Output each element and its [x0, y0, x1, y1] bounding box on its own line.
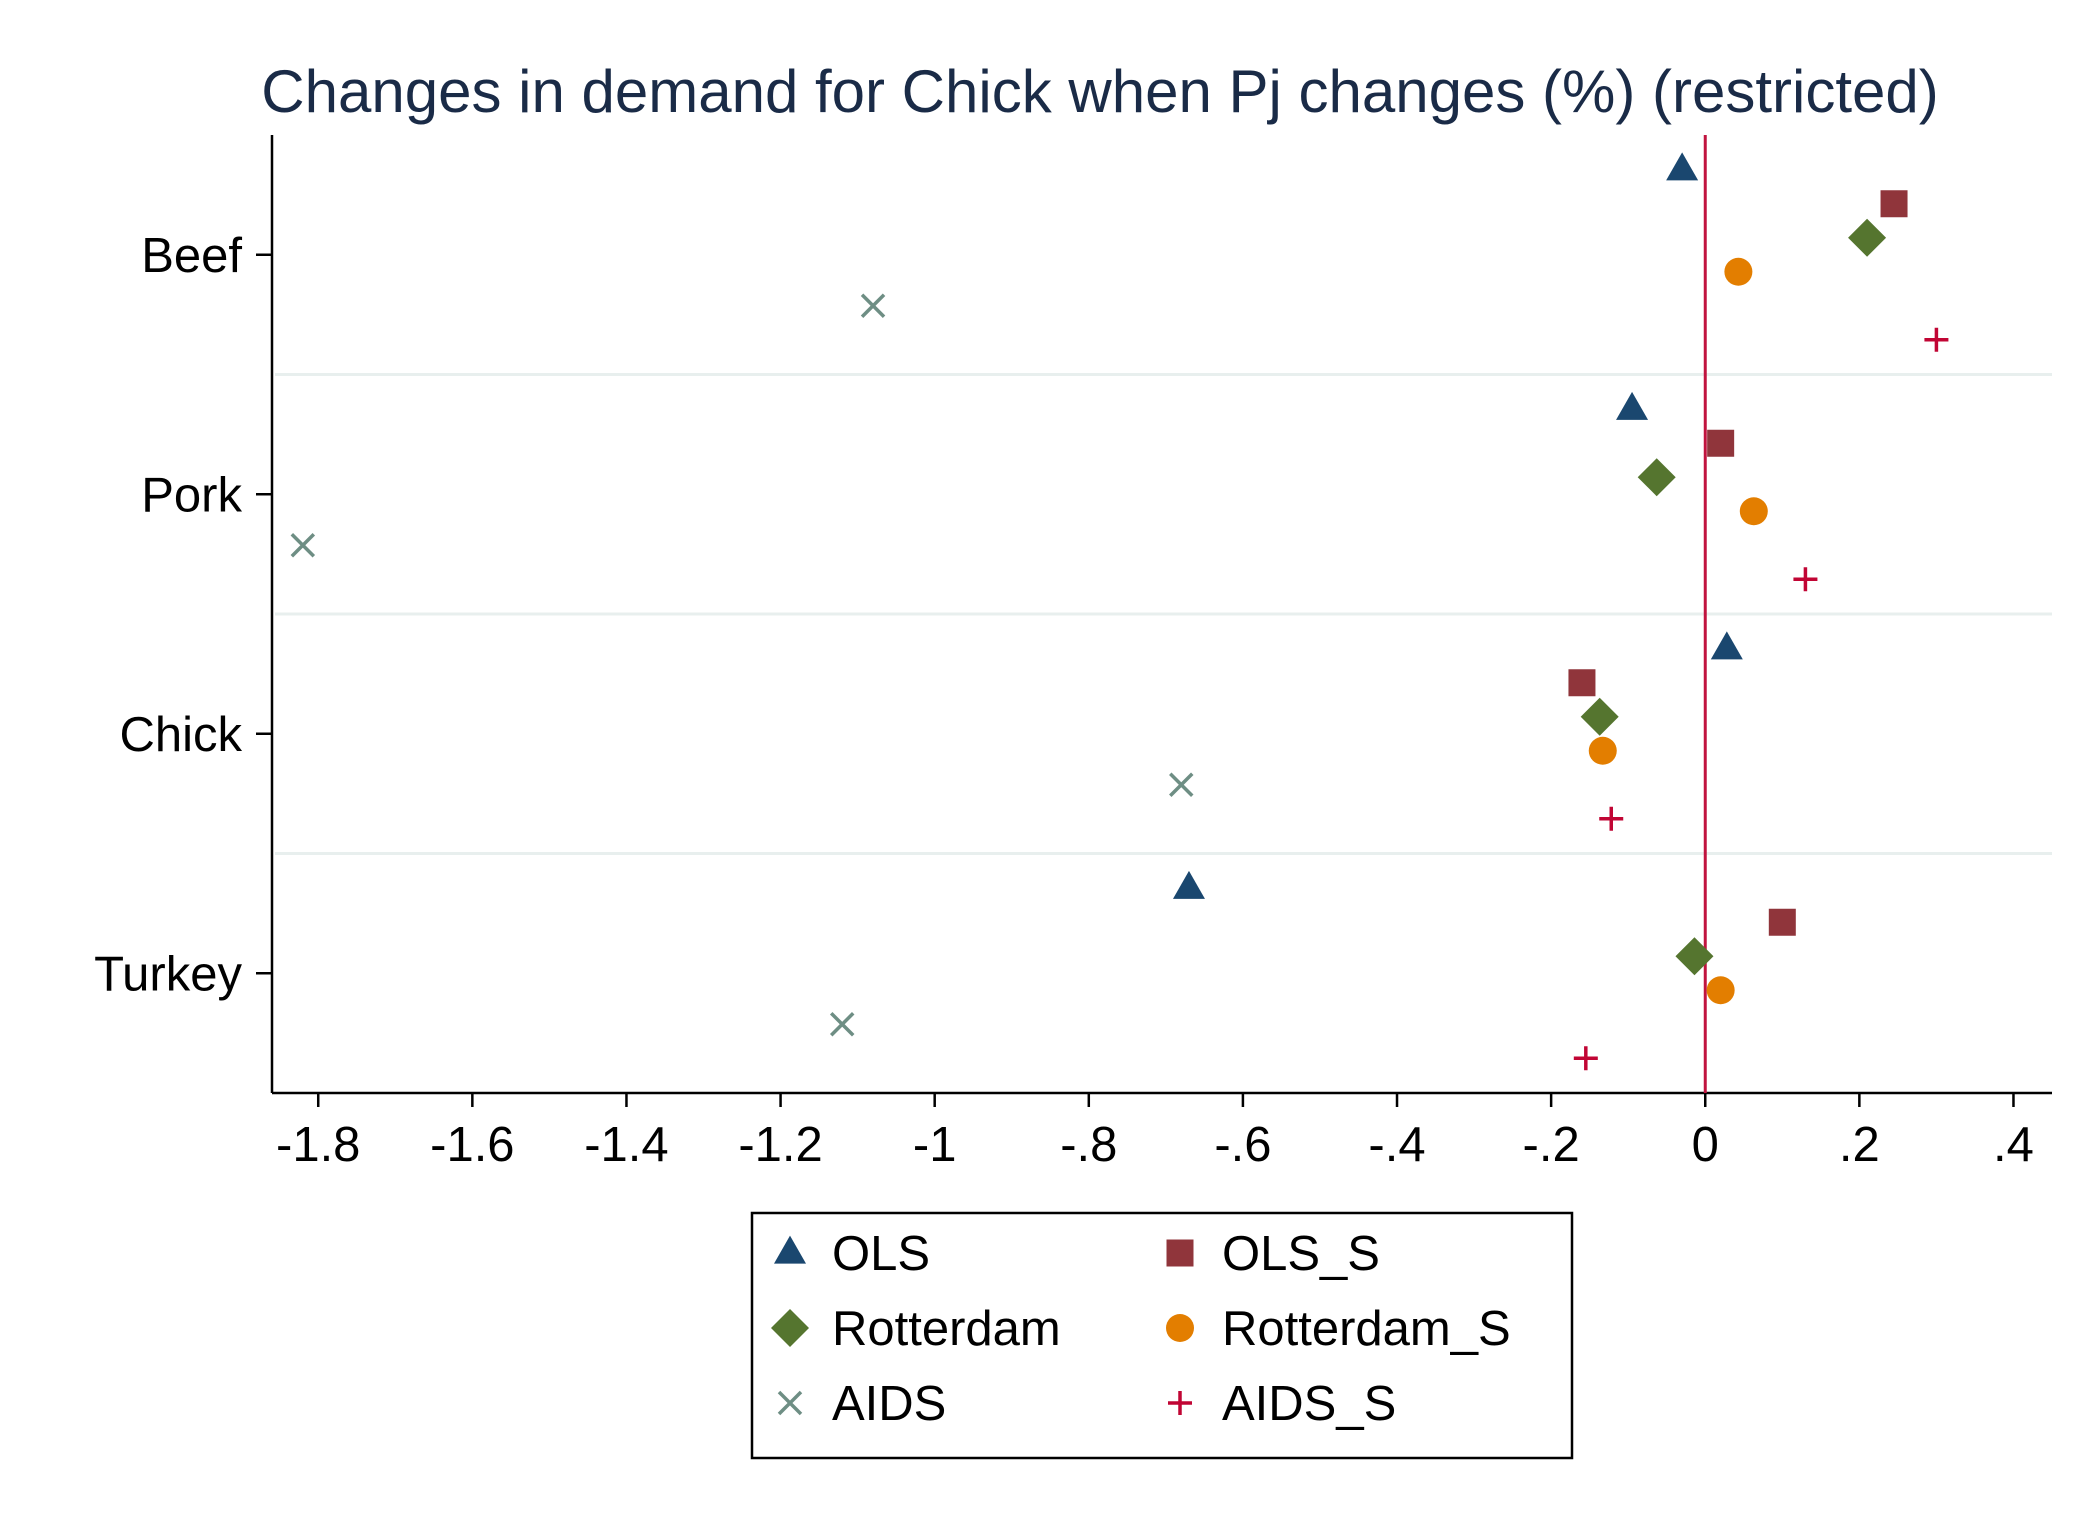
legend-label: Rotterdam	[832, 1302, 1061, 1356]
y-tick-label: Chick	[119, 708, 242, 762]
legend-label: AIDS	[832, 1377, 946, 1431]
y-tick-label: Pork	[141, 468, 242, 522]
point-aids-chick	[1169, 772, 1194, 797]
x-tick-label: .4	[1993, 1118, 2034, 1172]
chart-title: Changes in demand for Chick when Pj chan…	[261, 58, 1938, 125]
point-rotterdam-pork	[1637, 458, 1676, 497]
x-tick-label: -1.4	[584, 1118, 668, 1172]
point-rotterdam-chick	[1580, 697, 1619, 736]
legend-marker	[1166, 1239, 1194, 1267]
point-rotterdam-s-beef	[1724, 257, 1753, 286]
point-rotterdam-s-turkey	[1706, 976, 1735, 1005]
point-ols-s-chick	[1568, 669, 1596, 697]
x-tick-label: -.4	[1368, 1118, 1425, 1172]
point-ols-chick	[1710, 631, 1743, 660]
legend-label: AIDS_S	[1222, 1377, 1396, 1431]
x-tick-label: -.2	[1523, 1118, 1580, 1172]
x-tick-label: -1.8	[276, 1118, 360, 1172]
axes-layer: -1.8 -1.6 -1.4 -1.2 -1 -.8 -.6 -.4 -.2 0 .2 .4 Beef P…	[94, 135, 2052, 1172]
legend-label: OLS_S	[1222, 1227, 1380, 1281]
x-tick-label: .2	[1839, 1118, 1880, 1172]
x-tick-label: -.6	[1214, 1118, 1271, 1172]
x-tick-label: -1.2	[738, 1118, 822, 1172]
point-rotterdam-s-chick	[1588, 736, 1617, 765]
x-tick-label: -1	[913, 1118, 957, 1172]
legend-marker	[1168, 1391, 1192, 1415]
legend-box	[750, 1211, 1574, 1460]
x-tick-label: -.8	[1060, 1118, 1117, 1172]
point-ols-turkey	[1172, 870, 1205, 899]
point-aids-pork	[290, 533, 316, 558]
legend-label: Rotterdam_S	[1222, 1302, 1511, 1356]
marks-layer	[290, 152, 1949, 1071]
point-aids-s-chick	[1599, 806, 1624, 831]
point-aids-s-turkey	[1573, 1046, 1598, 1071]
point-ols-s-beef	[1880, 190, 1908, 218]
point-aids-s-pork	[1793, 567, 1818, 592]
legend-marker	[1166, 1314, 1194, 1342]
y-tick-label: Beef	[141, 229, 242, 283]
point-rotterdam-turkey	[1675, 937, 1714, 976]
legend-marker	[771, 1309, 809, 1347]
legend: OLS OLS_S Rotterdam Rotterdam_S AIDS AIDS_S	[750, 1211, 1574, 1460]
point-ols-pork	[1616, 391, 1649, 420]
point-ols-beef	[1666, 152, 1699, 181]
grid-layer	[275, 373, 2052, 855]
point-aids-s-beef	[1924, 327, 1949, 352]
point-aids-turkey	[829, 1012, 855, 1037]
legend-marker	[774, 1235, 806, 1264]
point-ols-s-pork	[1707, 429, 1735, 457]
y-tick-label: Turkey	[94, 947, 242, 1001]
legend-label: OLS	[832, 1227, 930, 1281]
x-tick-label: -1.6	[430, 1118, 514, 1172]
point-aids-beef	[860, 293, 886, 318]
x-tick-label: 0	[1692, 1118, 1719, 1172]
point-ols-s-turkey	[1768, 908, 1796, 936]
point-rotterdam-s-pork	[1739, 497, 1768, 526]
point-rotterdam-beef	[1848, 218, 1887, 257]
legend-marker	[777, 1390, 803, 1416]
